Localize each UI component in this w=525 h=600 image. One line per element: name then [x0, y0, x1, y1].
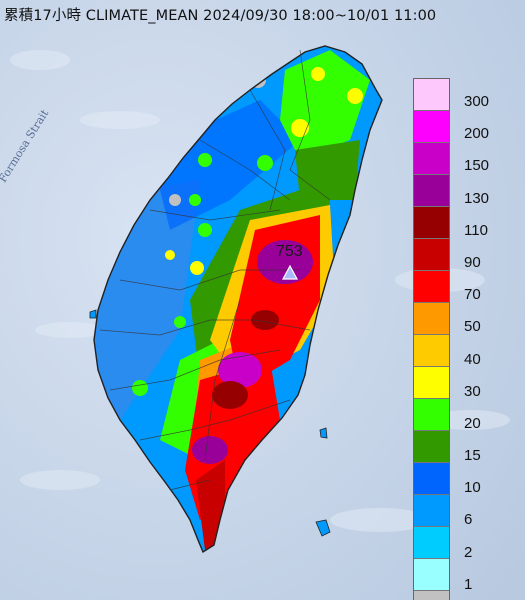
legend-swatch — [414, 143, 449, 175]
legend-level-label: 10 — [464, 479, 481, 497]
offshore-islands — [89, 309, 331, 537]
legend-swatch — [414, 239, 449, 271]
legend-swatch — [414, 175, 449, 207]
county-boundaries — [99, 49, 331, 491]
map-title: 累積17小時 CLIMATE_MEAN 2024/09/30 18:00~10/… — [4, 8, 437, 24]
legend-swatch — [414, 111, 449, 143]
legend-level-label: 15 — [464, 447, 481, 465]
legend-swatch — [414, 463, 449, 495]
legend-level-label: 130 — [464, 189, 490, 207]
legend-swatch — [414, 591, 449, 600]
legend-swatch — [414, 559, 449, 591]
legend-level-label: 200 — [464, 125, 490, 143]
legend-level-label: 20 — [464, 414, 481, 432]
legend-swatch — [414, 527, 449, 559]
peak-marker-icon — [281, 264, 299, 280]
legend-level-label: 6 — [464, 511, 473, 529]
legend-level-label: 50 — [464, 318, 481, 336]
legend-swatch — [414, 271, 449, 303]
legend-level-label: 150 — [464, 157, 490, 175]
legend-swatch — [414, 399, 449, 431]
legend-level-label: 110 — [464, 221, 488, 239]
legend-level-label: 300 — [464, 93, 490, 110]
legend-swatch — [414, 207, 449, 239]
legend-swatch — [414, 431, 449, 463]
legend-level-label: 90 — [464, 253, 481, 271]
legend-swatch — [414, 367, 449, 399]
legend-swatch — [414, 335, 449, 367]
legend-swatch — [414, 79, 449, 111]
color-legend — [413, 78, 450, 600]
taiwan-outline — [93, 45, 383, 554]
legend-level-label: 2 — [464, 543, 473, 561]
legend-level-label: 70 — [464, 286, 481, 304]
legend-level-label: 40 — [464, 350, 481, 368]
legend-labels: 300 200 150 130 110 90 70 50 40 30 20 15 10 6 2 1 — [464, 93, 490, 600]
peak-value-label: 753 — [276, 243, 303, 260]
sea-texture — [10, 50, 510, 532]
legend-level-label: 30 — [464, 382, 481, 400]
legend-level-label: 1 — [464, 575, 473, 593]
legend-swatch — [414, 303, 449, 335]
legend-swatch — [414, 495, 449, 527]
